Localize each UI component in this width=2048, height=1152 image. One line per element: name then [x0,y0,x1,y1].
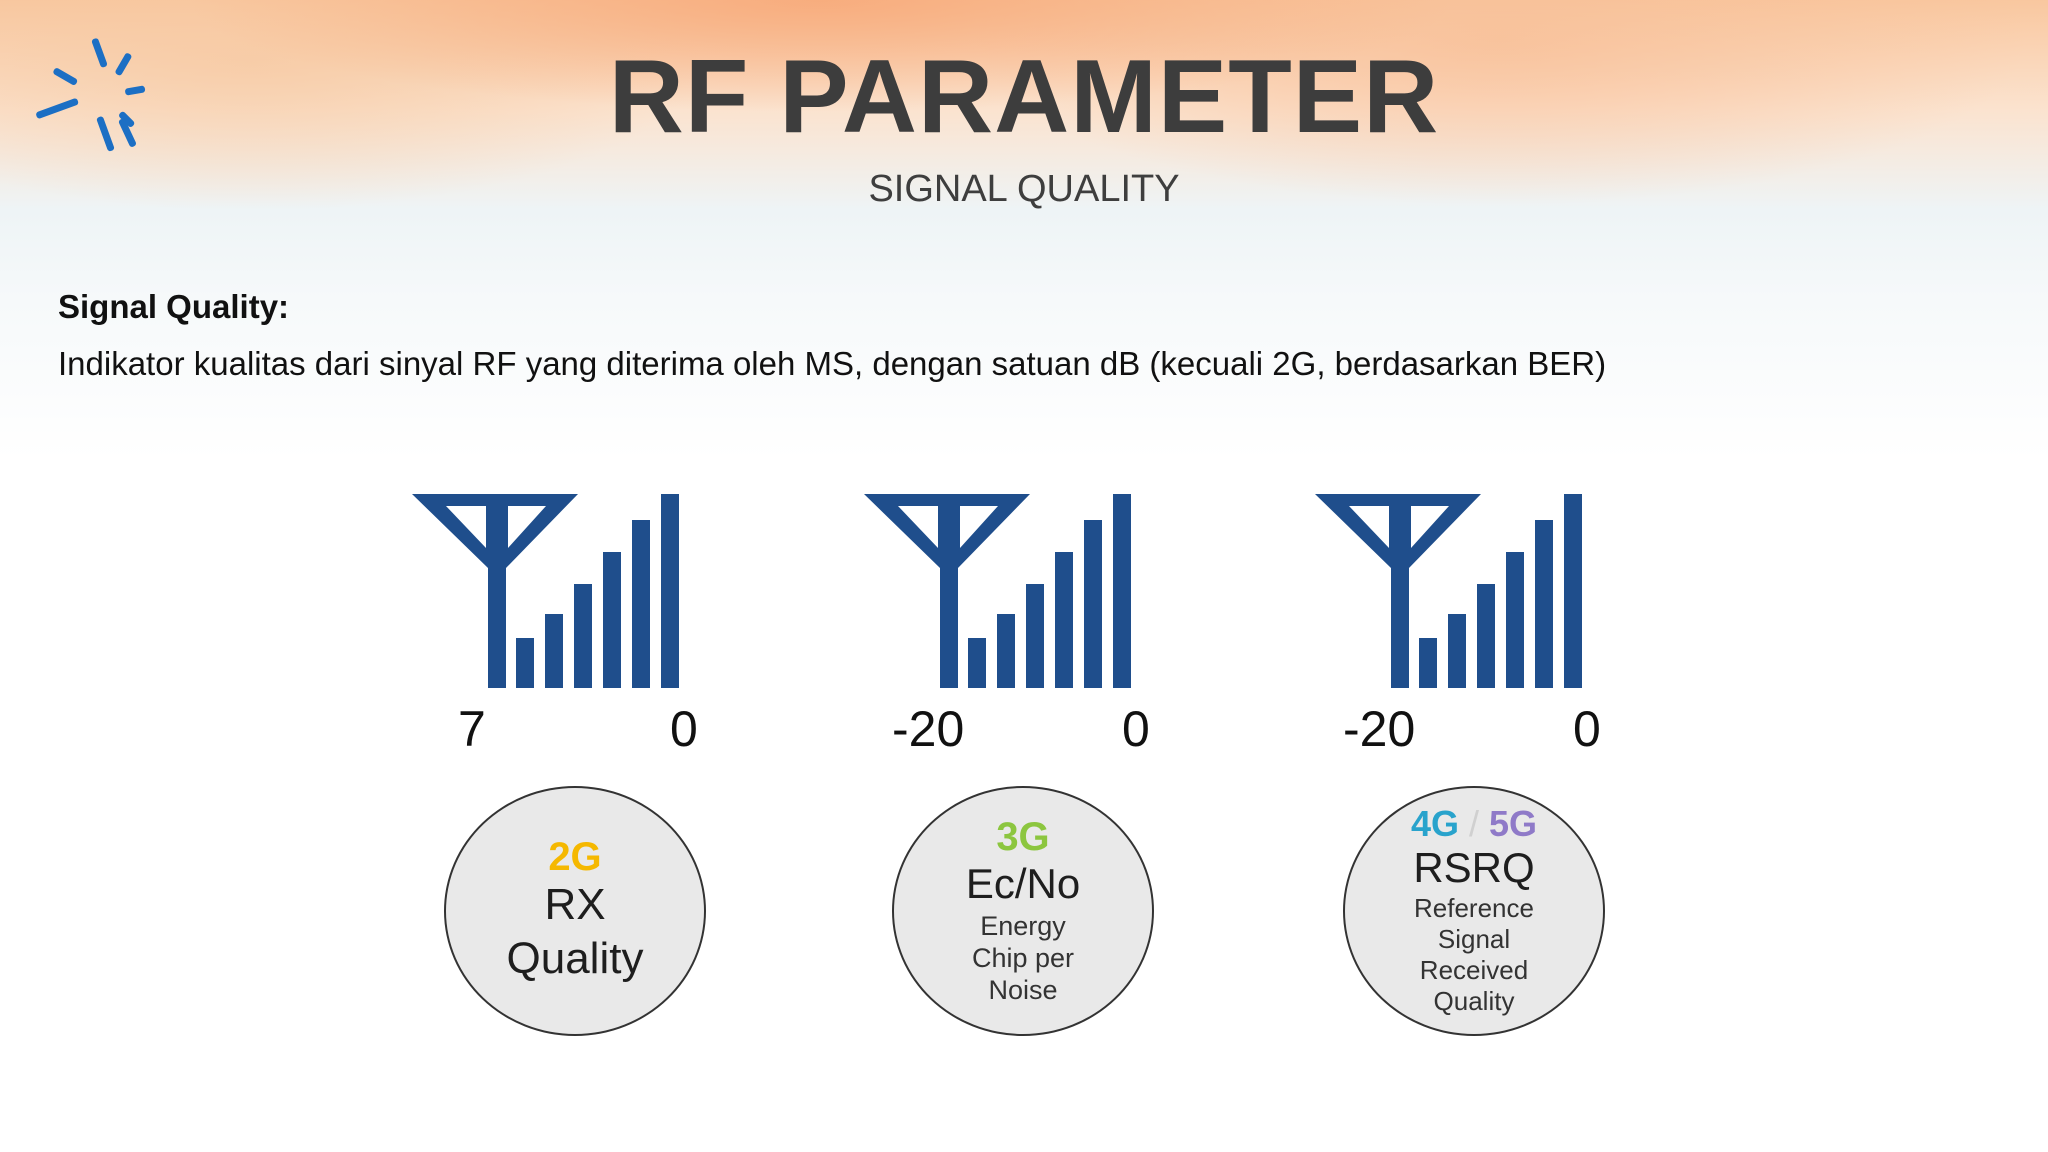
metric-description-line-2: Signal [1437,924,1511,954]
section-description: Indikator kualitas dari sinyal RF yang d… [58,345,1607,382]
signal-strength-icon [1315,494,1582,688]
signal-strength-icon [412,494,679,688]
background-gradient [0,0,2048,480]
metric-name-line-1: RX [544,880,606,929]
metric-name: Ec/No [965,860,1081,907]
logo-icon [36,38,146,152]
metric-description-line-3: Received [1419,955,1529,985]
generation-badge: 3G Ec/No Energy Chip per Noise [892,786,1154,1036]
generation-4g-label: 4G [1410,803,1459,844]
scale-max-label: 0 [1573,701,1601,757]
indicator-4g-5g: -20 0 4G / 5G RSRQ Reference Signal Rece… [1313,490,1643,1050]
signal-strength-icon [864,494,1131,688]
scale-max-label: 0 [1122,701,1150,757]
indicator-2g: 7 0 2G RX Quality [410,490,740,1050]
scale-min-label: 7 [458,701,486,757]
metric-name-line-2: Quality [506,934,644,983]
metric-description-line-3: Noise [988,975,1058,1005]
metric-description-line-4: Quality [1433,986,1515,1016]
generation-5g-label: 5G [1489,803,1538,844]
scale-min-label: -20 [1343,701,1416,757]
generation-badge: 4G / 5G RSRQ Reference Signal Received Q… [1343,786,1605,1036]
metric-name: RSRQ [1413,844,1535,891]
generation-label: 3G [996,815,1050,859]
page-title: RF PARAMETER [608,39,1440,155]
metric-description-line-1: Energy [980,911,1066,941]
generation-label: 4G / 5G [1345,805,1603,843]
indicator-3g: -20 0 3G Ec/No Energy Chip per Noise [862,490,1192,1050]
generation-separator: / [1468,803,1479,844]
section-heading: Signal Quality: [58,288,290,325]
page-subtitle: SIGNAL QUALITY [868,168,1180,210]
metric-description-line-2: Chip per [971,943,1075,973]
generation-label: 2G [548,835,602,879]
metric-description-line-1: Reference [1414,893,1534,923]
scale-min-label: -20 [892,701,965,757]
generation-badge: 2G RX Quality [444,786,706,1036]
scale-max-label: 0 [670,701,698,757]
